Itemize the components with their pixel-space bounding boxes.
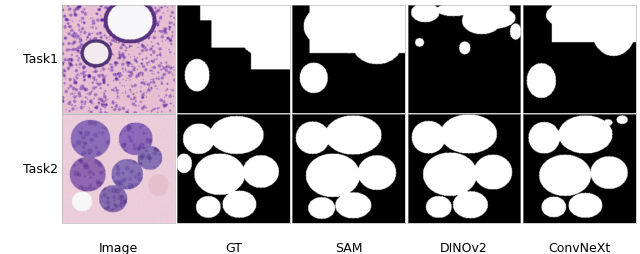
Text: DINOv2: DINOv2	[440, 241, 488, 254]
Text: Task1: Task1	[22, 53, 58, 66]
Text: Image: Image	[99, 241, 138, 254]
Text: GT: GT	[225, 241, 242, 254]
Text: ConvNeXt: ConvNeXt	[548, 241, 611, 254]
Text: SAM: SAM	[335, 241, 362, 254]
Text: Task2: Task2	[22, 163, 58, 175]
